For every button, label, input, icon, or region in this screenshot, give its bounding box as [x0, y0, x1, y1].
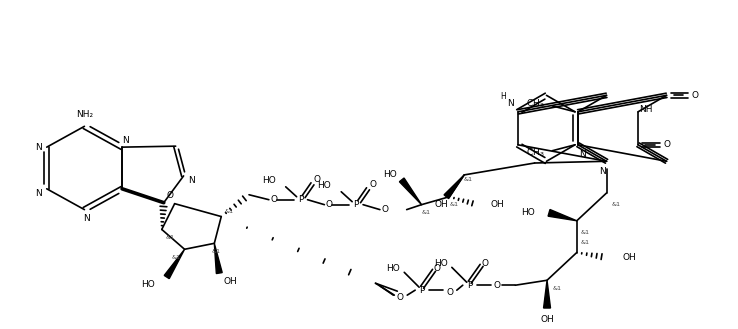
Text: O: O: [494, 281, 501, 290]
Text: &1: &1: [172, 255, 182, 260]
Text: OH: OH: [223, 276, 237, 286]
Text: &1: &1: [580, 230, 589, 235]
Text: HO: HO: [317, 181, 331, 190]
Text: N: N: [188, 176, 195, 185]
Text: O: O: [166, 191, 173, 200]
Polygon shape: [544, 280, 551, 308]
Text: &1: &1: [449, 202, 459, 207]
Text: &1: &1: [224, 209, 234, 214]
Text: N: N: [83, 214, 90, 223]
Text: N: N: [599, 167, 606, 176]
Text: O: O: [433, 264, 441, 273]
Text: &1: &1: [552, 286, 562, 291]
Text: O: O: [270, 195, 277, 204]
Text: O: O: [326, 200, 333, 209]
Text: O: O: [481, 259, 488, 268]
Text: P: P: [354, 200, 359, 209]
Text: &1: &1: [580, 240, 589, 245]
Text: OH: OH: [540, 316, 554, 324]
Text: O: O: [446, 288, 453, 297]
Text: P: P: [467, 281, 472, 290]
Text: OH: OH: [491, 200, 505, 209]
Text: N: N: [579, 150, 586, 159]
Text: O: O: [370, 180, 376, 189]
Text: N: N: [122, 136, 128, 145]
Text: O: O: [692, 91, 699, 100]
Text: NH₂: NH₂: [76, 110, 93, 119]
Text: &1: &1: [165, 235, 174, 240]
Polygon shape: [444, 175, 464, 199]
Text: HO: HO: [141, 281, 155, 290]
Text: CH$_3$: CH$_3$: [525, 146, 545, 159]
Polygon shape: [399, 178, 421, 205]
Text: HO: HO: [434, 259, 448, 268]
Polygon shape: [548, 210, 577, 221]
Text: P: P: [419, 286, 425, 295]
Text: O: O: [663, 140, 670, 149]
Text: &1: &1: [612, 202, 621, 207]
Text: N: N: [35, 189, 42, 198]
Text: H: H: [500, 92, 506, 101]
Text: OH: OH: [435, 200, 448, 209]
Text: O: O: [382, 205, 388, 214]
Text: &1: &1: [422, 210, 431, 215]
Text: HO: HO: [262, 176, 276, 185]
Text: O: O: [397, 292, 404, 302]
Text: &1: &1: [212, 249, 221, 254]
Text: HO: HO: [387, 264, 400, 273]
Text: N: N: [35, 143, 42, 152]
Text: OH: OH: [622, 253, 636, 262]
Polygon shape: [214, 243, 222, 274]
Text: CH$_3$: CH$_3$: [525, 98, 545, 110]
Polygon shape: [165, 249, 184, 279]
Text: O: O: [314, 175, 321, 184]
Text: &1: &1: [463, 177, 473, 182]
Text: NH: NH: [639, 105, 652, 114]
Text: HO: HO: [383, 170, 397, 179]
Text: N: N: [506, 99, 514, 108]
Text: P: P: [298, 195, 303, 204]
Text: HO: HO: [521, 208, 535, 217]
